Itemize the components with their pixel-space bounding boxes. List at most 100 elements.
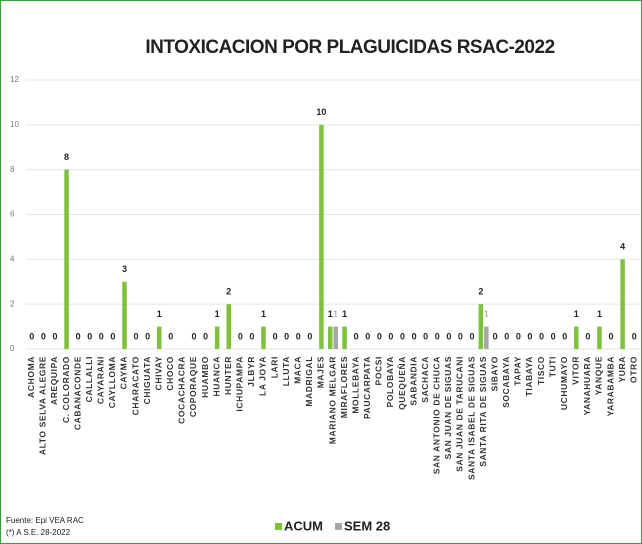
value-label: 0 xyxy=(527,331,532,341)
value-label: 0 xyxy=(76,331,81,341)
value-label: 0 xyxy=(296,331,301,341)
bar xyxy=(64,169,69,349)
value-label: 0 xyxy=(307,331,312,341)
value-label: 0 xyxy=(377,331,382,341)
value-label: 0 xyxy=(504,331,509,341)
x-tick-label: SAN JUAN DE TARUCANI xyxy=(455,356,465,472)
y-tick-label: 2 xyxy=(10,299,15,308)
x-tick-label: YANQUE xyxy=(594,356,604,395)
value-label: 0 xyxy=(585,331,590,341)
value-label: 0 xyxy=(52,331,57,341)
value-label: 0 xyxy=(632,331,637,341)
value-label: 0 xyxy=(423,331,428,341)
chart-title: INTOXICACION POR PLAGUICIDAS RSAC-2022 xyxy=(145,37,554,58)
x-tick-label: CHIVAY xyxy=(153,356,163,390)
x-tick-label: JLBYR xyxy=(246,356,256,387)
bar xyxy=(484,326,489,349)
x-tick-label: SANTA ISABEL DE SIGUAS xyxy=(466,356,476,480)
y-tick-label: 8 xyxy=(10,165,15,174)
x-tick-label: CALLALLI xyxy=(84,356,94,402)
x-tick-label: LLUTA xyxy=(281,356,291,386)
value-label: 0 xyxy=(284,331,289,341)
bar xyxy=(597,326,602,349)
legend-label: SEM 28 xyxy=(344,518,390,533)
bar xyxy=(122,281,127,349)
x-tick-label: TISCO xyxy=(536,356,546,385)
value-label: 0 xyxy=(562,331,567,341)
bar xyxy=(478,304,484,349)
x-tick-label: MARIANO MELGAR xyxy=(327,356,337,444)
x-tick-label: SOCABAYA xyxy=(501,356,511,408)
value-label: 8 xyxy=(64,152,69,162)
x-tick-label: MACA xyxy=(292,356,302,384)
value-label: 10 xyxy=(316,107,326,117)
x-tick-label: CHIGUATA xyxy=(142,356,152,404)
value-label: 0 xyxy=(238,331,243,341)
value-label: 0 xyxy=(354,331,359,341)
value-label: 0 xyxy=(412,331,417,341)
bar xyxy=(333,326,338,349)
y-tick-label: 0 xyxy=(10,344,15,353)
value-label: 0 xyxy=(29,331,34,341)
value-label: 0 xyxy=(551,331,556,341)
value-label: 1 xyxy=(328,309,333,319)
value-label: 1 xyxy=(342,309,347,319)
value-label: 1 xyxy=(157,309,162,319)
x-tick-label: SIBAYO xyxy=(489,356,499,391)
value-label: 0 xyxy=(168,331,173,341)
x-tick-label: TUTI xyxy=(547,356,557,377)
value-label: 1 xyxy=(334,310,339,319)
value-label: 1 xyxy=(574,309,579,319)
bar xyxy=(342,326,347,349)
value-label: 2 xyxy=(478,287,483,297)
x-tick-label: UCHUMAYO xyxy=(559,356,569,410)
x-tick-label: CAYARANI xyxy=(96,356,106,404)
x-tick-label: LA JOYA xyxy=(258,356,268,396)
value-label: 0 xyxy=(110,331,115,341)
x-tick-label: LARI xyxy=(269,356,279,378)
legend-swatch xyxy=(335,523,342,530)
x-tick-label: SAN JUAN DE SIGUAS xyxy=(443,356,453,459)
value-label: 0 xyxy=(273,331,278,341)
bar xyxy=(261,326,266,349)
x-tick-label: ACHOMA xyxy=(26,356,36,398)
x-tick-label: QUEQUEÑA xyxy=(397,356,407,410)
y-tick-label: 4 xyxy=(10,254,15,263)
value-label: 0 xyxy=(249,331,254,341)
value-label: 0 xyxy=(470,331,475,341)
value-label: 1 xyxy=(215,309,220,319)
x-tick-label: VITOR xyxy=(571,356,581,385)
x-tick-label: MADRIGAL xyxy=(304,356,314,407)
x-tick-label: POLOBAYA xyxy=(385,356,395,407)
x-tick-label: HUANCA xyxy=(211,356,221,396)
x-tick-label: SABANDIA xyxy=(408,356,418,406)
legend-label: ACUM xyxy=(284,518,323,533)
value-label: 0 xyxy=(400,331,405,341)
x-tick-label: CAYLLOMA xyxy=(107,356,117,408)
x-tick-label: ALTO SELVA ALEGRE xyxy=(38,356,48,455)
x-tick-label: C. COLORADO xyxy=(61,356,71,423)
bar xyxy=(620,259,625,349)
x-tick-label: MAJES xyxy=(316,356,326,388)
y-tick-label: 6 xyxy=(10,210,15,219)
y-tick-label: 10 xyxy=(10,120,19,129)
value-label: 0 xyxy=(99,331,104,341)
x-tick-label: YURA xyxy=(617,356,627,383)
bar xyxy=(226,304,231,349)
value-label: 0 xyxy=(435,331,440,341)
value-label: 4 xyxy=(620,242,625,252)
x-tick-label: YANAHUARA xyxy=(582,356,592,415)
x-tick-label: AREQUIPA xyxy=(49,356,59,405)
x-tick-label: TAPAY xyxy=(513,356,523,386)
value-label: 0 xyxy=(539,331,544,341)
bar xyxy=(319,124,324,349)
x-tick-label: PAUCARPATA xyxy=(362,356,372,419)
value-label: 0 xyxy=(134,331,139,341)
x-tick-label: SAN ANTONIO DE CHUCA xyxy=(432,356,442,474)
x-tick-label: ICHUPAMPA xyxy=(235,356,245,412)
value-label: 1 xyxy=(597,309,602,319)
value-label: 2 xyxy=(226,287,231,297)
value-label: 0 xyxy=(87,331,92,341)
x-tick-label: CAYMA xyxy=(119,356,129,389)
bar xyxy=(574,326,579,349)
